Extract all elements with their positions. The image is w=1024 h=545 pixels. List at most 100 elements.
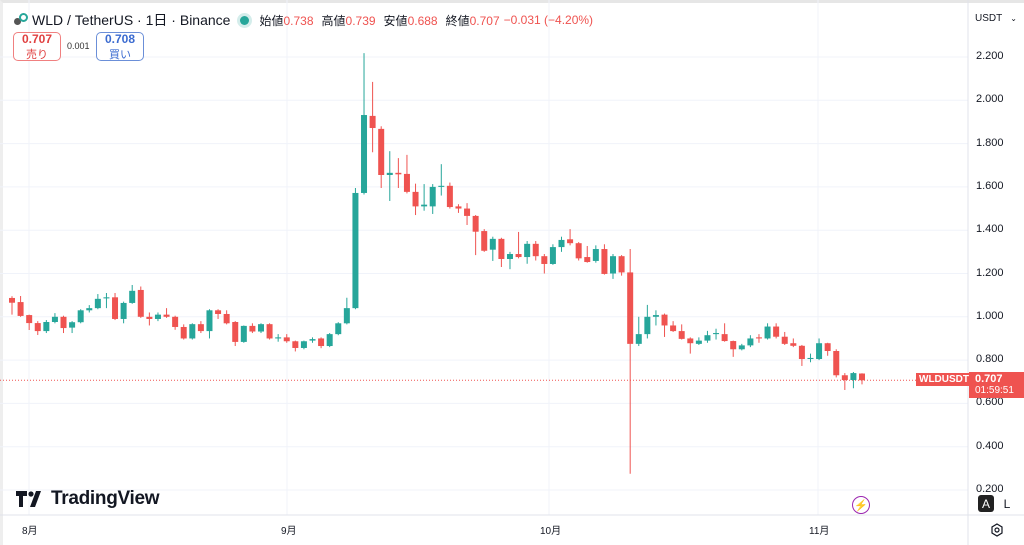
open-value: 0.738 [283, 13, 314, 28]
bar-countdown: 01:59:51 [975, 385, 1014, 396]
candle-body [549, 247, 556, 264]
candle-body [69, 322, 76, 328]
symbol-legend: WLD / TetherUS · 1日 · Binance 始値0.738 高値… [14, 10, 593, 30]
candle-body [369, 115, 376, 129]
candle-body [17, 302, 24, 316]
candle-body [627, 272, 634, 344]
candle-body [77, 310, 84, 323]
candle-body [300, 341, 307, 348]
candle-body [103, 297, 110, 299]
candle-body [635, 334, 642, 344]
y-tick-label: 0.400 [976, 439, 1004, 452]
candle-body [850, 373, 857, 381]
y-tick-label: 0.600 [976, 396, 1004, 409]
candle-body [524, 243, 531, 258]
spread-value: 0.001 [67, 41, 90, 51]
candle-body [86, 308, 93, 311]
candle-body [652, 315, 659, 317]
candle-body [807, 357, 814, 360]
candle-body [773, 326, 780, 337]
x-tick-label: 10月 [540, 526, 562, 537]
candle-body [824, 343, 831, 352]
y-tick-label: 0.800 [976, 353, 1004, 366]
candle-body [541, 256, 548, 264]
candle-body [790, 343, 797, 346]
candle-body [335, 323, 342, 335]
candle-body [816, 343, 823, 360]
candle-body [798, 345, 805, 360]
y-tick-label: 1.400 [976, 223, 1004, 236]
candle-body [481, 231, 488, 251]
candle-body [764, 326, 771, 339]
candle-body [584, 257, 591, 263]
candle-body [592, 249, 599, 261]
market-status-icon[interactable] [240, 15, 250, 25]
separator: / [63, 12, 75, 28]
tradingview-logo-icon [16, 491, 41, 507]
candle-body [197, 324, 204, 332]
candle-body [232, 321, 239, 342]
log-scale-button[interactable]: L [1003, 496, 1011, 511]
candle-body [163, 314, 170, 317]
quote-name[interactable]: TetherUS [74, 12, 134, 28]
candle-body [833, 351, 840, 376]
candle-body [137, 289, 144, 317]
candle-body [395, 172, 402, 175]
candle-body [704, 335, 711, 341]
y-tick-label: 1.800 [976, 136, 1004, 149]
candle-body [464, 208, 471, 216]
sell-price: 0.707 [21, 31, 53, 46]
symbol-name[interactable]: WLD [32, 12, 64, 28]
settings-icon[interactable] [990, 523, 1004, 537]
candle-body [601, 249, 608, 274]
candle-body [438, 185, 445, 187]
candle-body [678, 331, 685, 339]
candle-body [575, 243, 582, 259]
candle-body [26, 315, 33, 324]
high-label: 高値 [321, 13, 346, 28]
candle-body [257, 324, 264, 332]
lightning-icon[interactable]: ⚡ [852, 496, 870, 514]
candle-body [687, 338, 694, 344]
candle-body [154, 314, 161, 319]
candle-body [498, 238, 505, 259]
symbol-price-tag: WLDUSDT [916, 373, 972, 386]
candle-body [43, 321, 50, 332]
exchange[interactable]: Binance [179, 12, 231, 28]
y-tick-label: 2.000 [976, 93, 1004, 106]
candle-body [841, 375, 848, 381]
candle-body [361, 115, 368, 193]
candle-body [240, 325, 247, 342]
sell-label: 売り [26, 48, 48, 61]
candle-body [421, 204, 428, 207]
candle-body [738, 345, 745, 350]
candle-body [283, 337, 290, 342]
candle-body [180, 326, 187, 339]
candle-body [120, 302, 127, 319]
tradingview-logo[interactable]: TradingView [16, 488, 160, 510]
candle-body [610, 256, 617, 274]
interval[interactable]: 1日 [145, 12, 168, 28]
candle-body [9, 297, 15, 303]
currency-selector[interactable]: USDT ⌄ [971, 8, 1021, 28]
auto-scale-button[interactable]: A [978, 495, 994, 512]
y-tick-label: 1.000 [976, 309, 1004, 322]
candle-body [618, 256, 625, 273]
candle-body [713, 333, 720, 335]
worldcoin-logo-icon [14, 13, 28, 27]
sell-button[interactable]: 0.707 売り [13, 32, 61, 61]
ohlc-values: 始値0.738 高値0.739 安値0.688 終値0.707 [259, 12, 499, 29]
change-value: −0.031 (−4.20%) [503, 13, 594, 27]
close-value: 0.707 [469, 13, 500, 28]
chevron-down-icon: ⌄ [1010, 13, 1017, 23]
candle-body [489, 238, 496, 250]
last-price: 0.707 [975, 373, 1003, 385]
buy-label: 買い [109, 48, 131, 61]
x-tick-label: 9月 [281, 526, 297, 537]
y-tick-label: 1.600 [976, 179, 1004, 192]
candle-body [472, 215, 479, 232]
low-label: 安値 [383, 13, 408, 28]
y-tick-label: 2.200 [976, 50, 1004, 62]
buy-button[interactable]: 0.708 買い [96, 32, 144, 61]
